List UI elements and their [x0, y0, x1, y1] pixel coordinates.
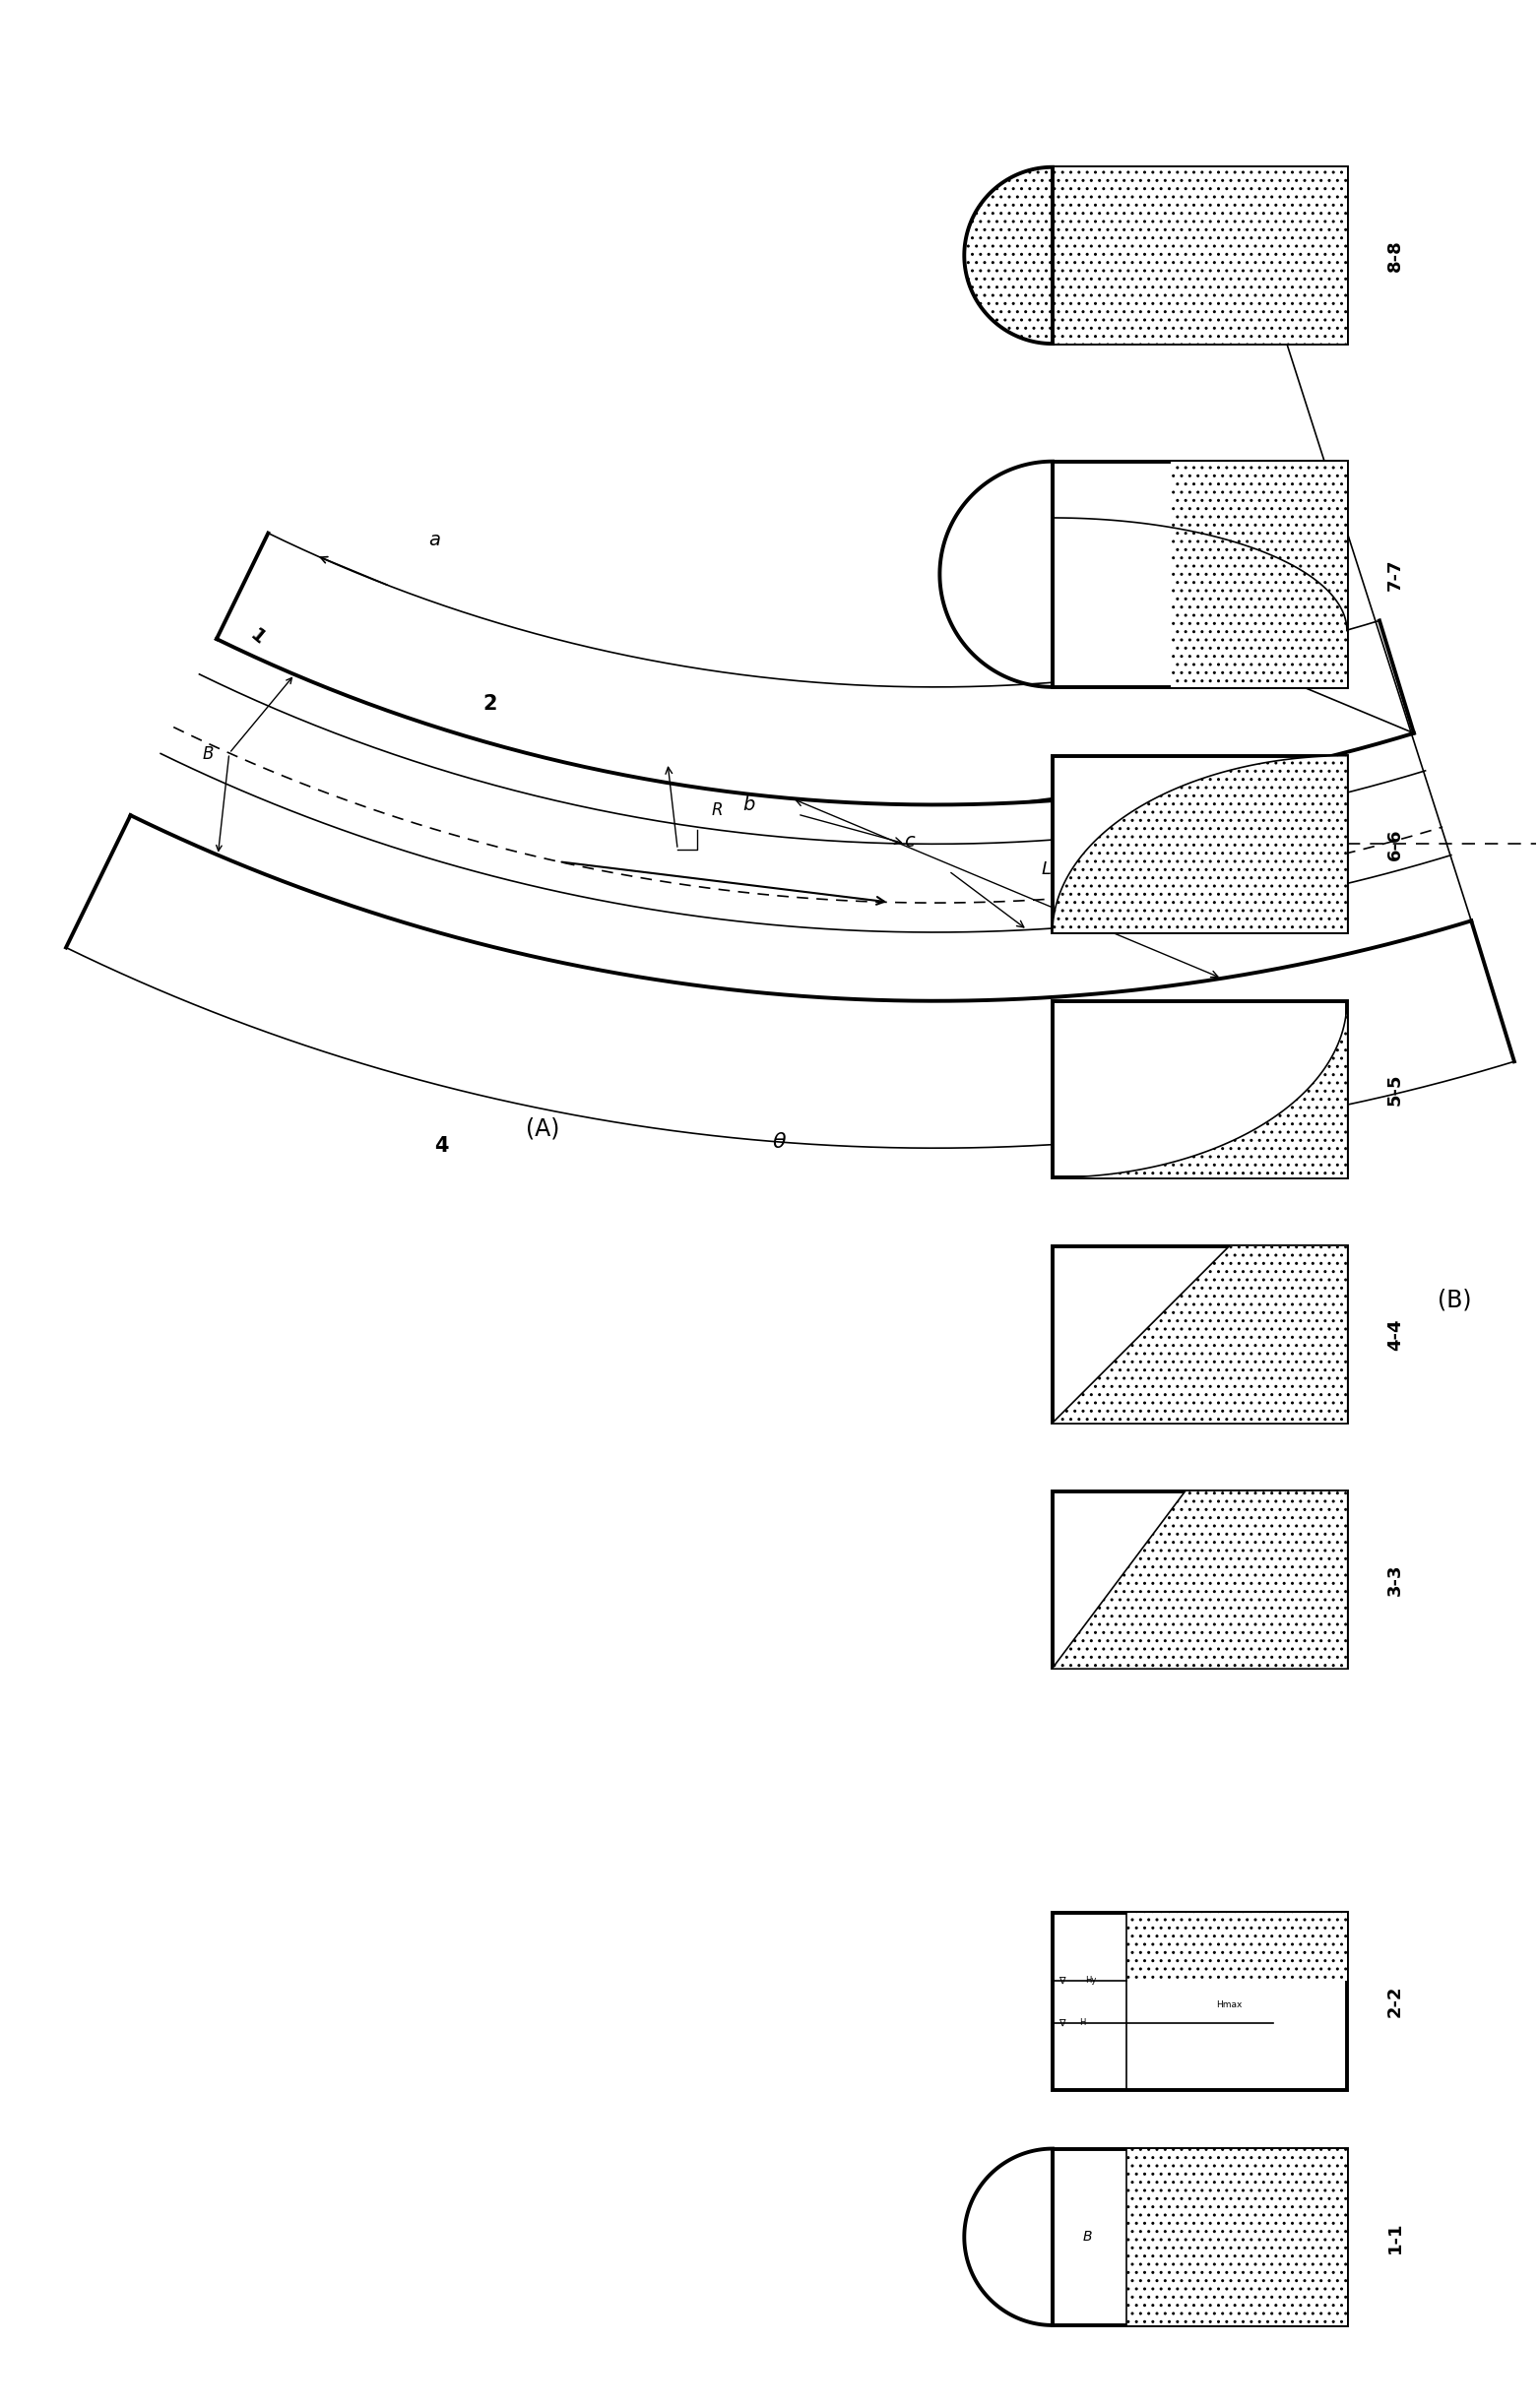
Text: (A): (A) — [525, 1117, 559, 1141]
Polygon shape — [1053, 166, 1347, 344]
Bar — [1053, 1914, 1347, 2090]
Bar — [1053, 166, 1347, 344]
Text: ∇: ∇ — [1059, 2018, 1065, 2028]
Text: (B): (B) — [1437, 1288, 1471, 1312]
Text: c: c — [905, 833, 914, 850]
Text: 1: 1 — [246, 626, 269, 648]
Bar — [1053, 756, 1347, 932]
Bar — [1053, 1002, 1347, 1178]
Polygon shape — [1053, 1002, 1347, 1178]
Text: 7-7: 7-7 — [1387, 559, 1404, 590]
Text: B: B — [202, 744, 212, 763]
Text: Hmax: Hmax — [1216, 2001, 1242, 2011]
Text: 5-5: 5-5 — [1387, 1074, 1404, 1105]
Text: 3-3: 3-3 — [1387, 1563, 1404, 1597]
Text: H: H — [1079, 2018, 1085, 2028]
Text: R: R — [711, 802, 722, 819]
Text: 4: 4 — [434, 1137, 448, 1156]
Text: 3: 3 — [1150, 862, 1163, 879]
Text: 2-2: 2-2 — [1387, 1987, 1404, 2018]
Text: 8-8: 8-8 — [1387, 238, 1404, 272]
Text: 1-1: 1-1 — [1387, 2220, 1404, 2254]
Polygon shape — [1053, 756, 1347, 932]
Text: ∇: ∇ — [1059, 1975, 1065, 1984]
Bar — [1053, 1491, 1347, 1669]
Text: Hy: Hy — [1085, 1977, 1096, 1984]
Polygon shape — [1053, 1491, 1347, 1669]
Text: 6-6: 6-6 — [1387, 828, 1404, 860]
Bar — [1053, 1247, 1347, 1423]
Polygon shape — [1127, 1914, 1347, 1979]
Text: θ: θ — [773, 1132, 786, 1151]
Text: 4-4: 4-4 — [1387, 1320, 1404, 1351]
Polygon shape — [1053, 1247, 1347, 1423]
Bar — [1053, 2148, 1347, 2326]
Text: a: a — [429, 530, 440, 549]
Polygon shape — [965, 166, 1053, 344]
Text: B: B — [1083, 2230, 1093, 2244]
Text: L: L — [1042, 860, 1051, 877]
Text: b: b — [742, 795, 754, 814]
Polygon shape — [1170, 462, 1347, 686]
Bar — [1053, 462, 1347, 686]
Text: 2: 2 — [482, 694, 497, 715]
Polygon shape — [1127, 2148, 1347, 2326]
